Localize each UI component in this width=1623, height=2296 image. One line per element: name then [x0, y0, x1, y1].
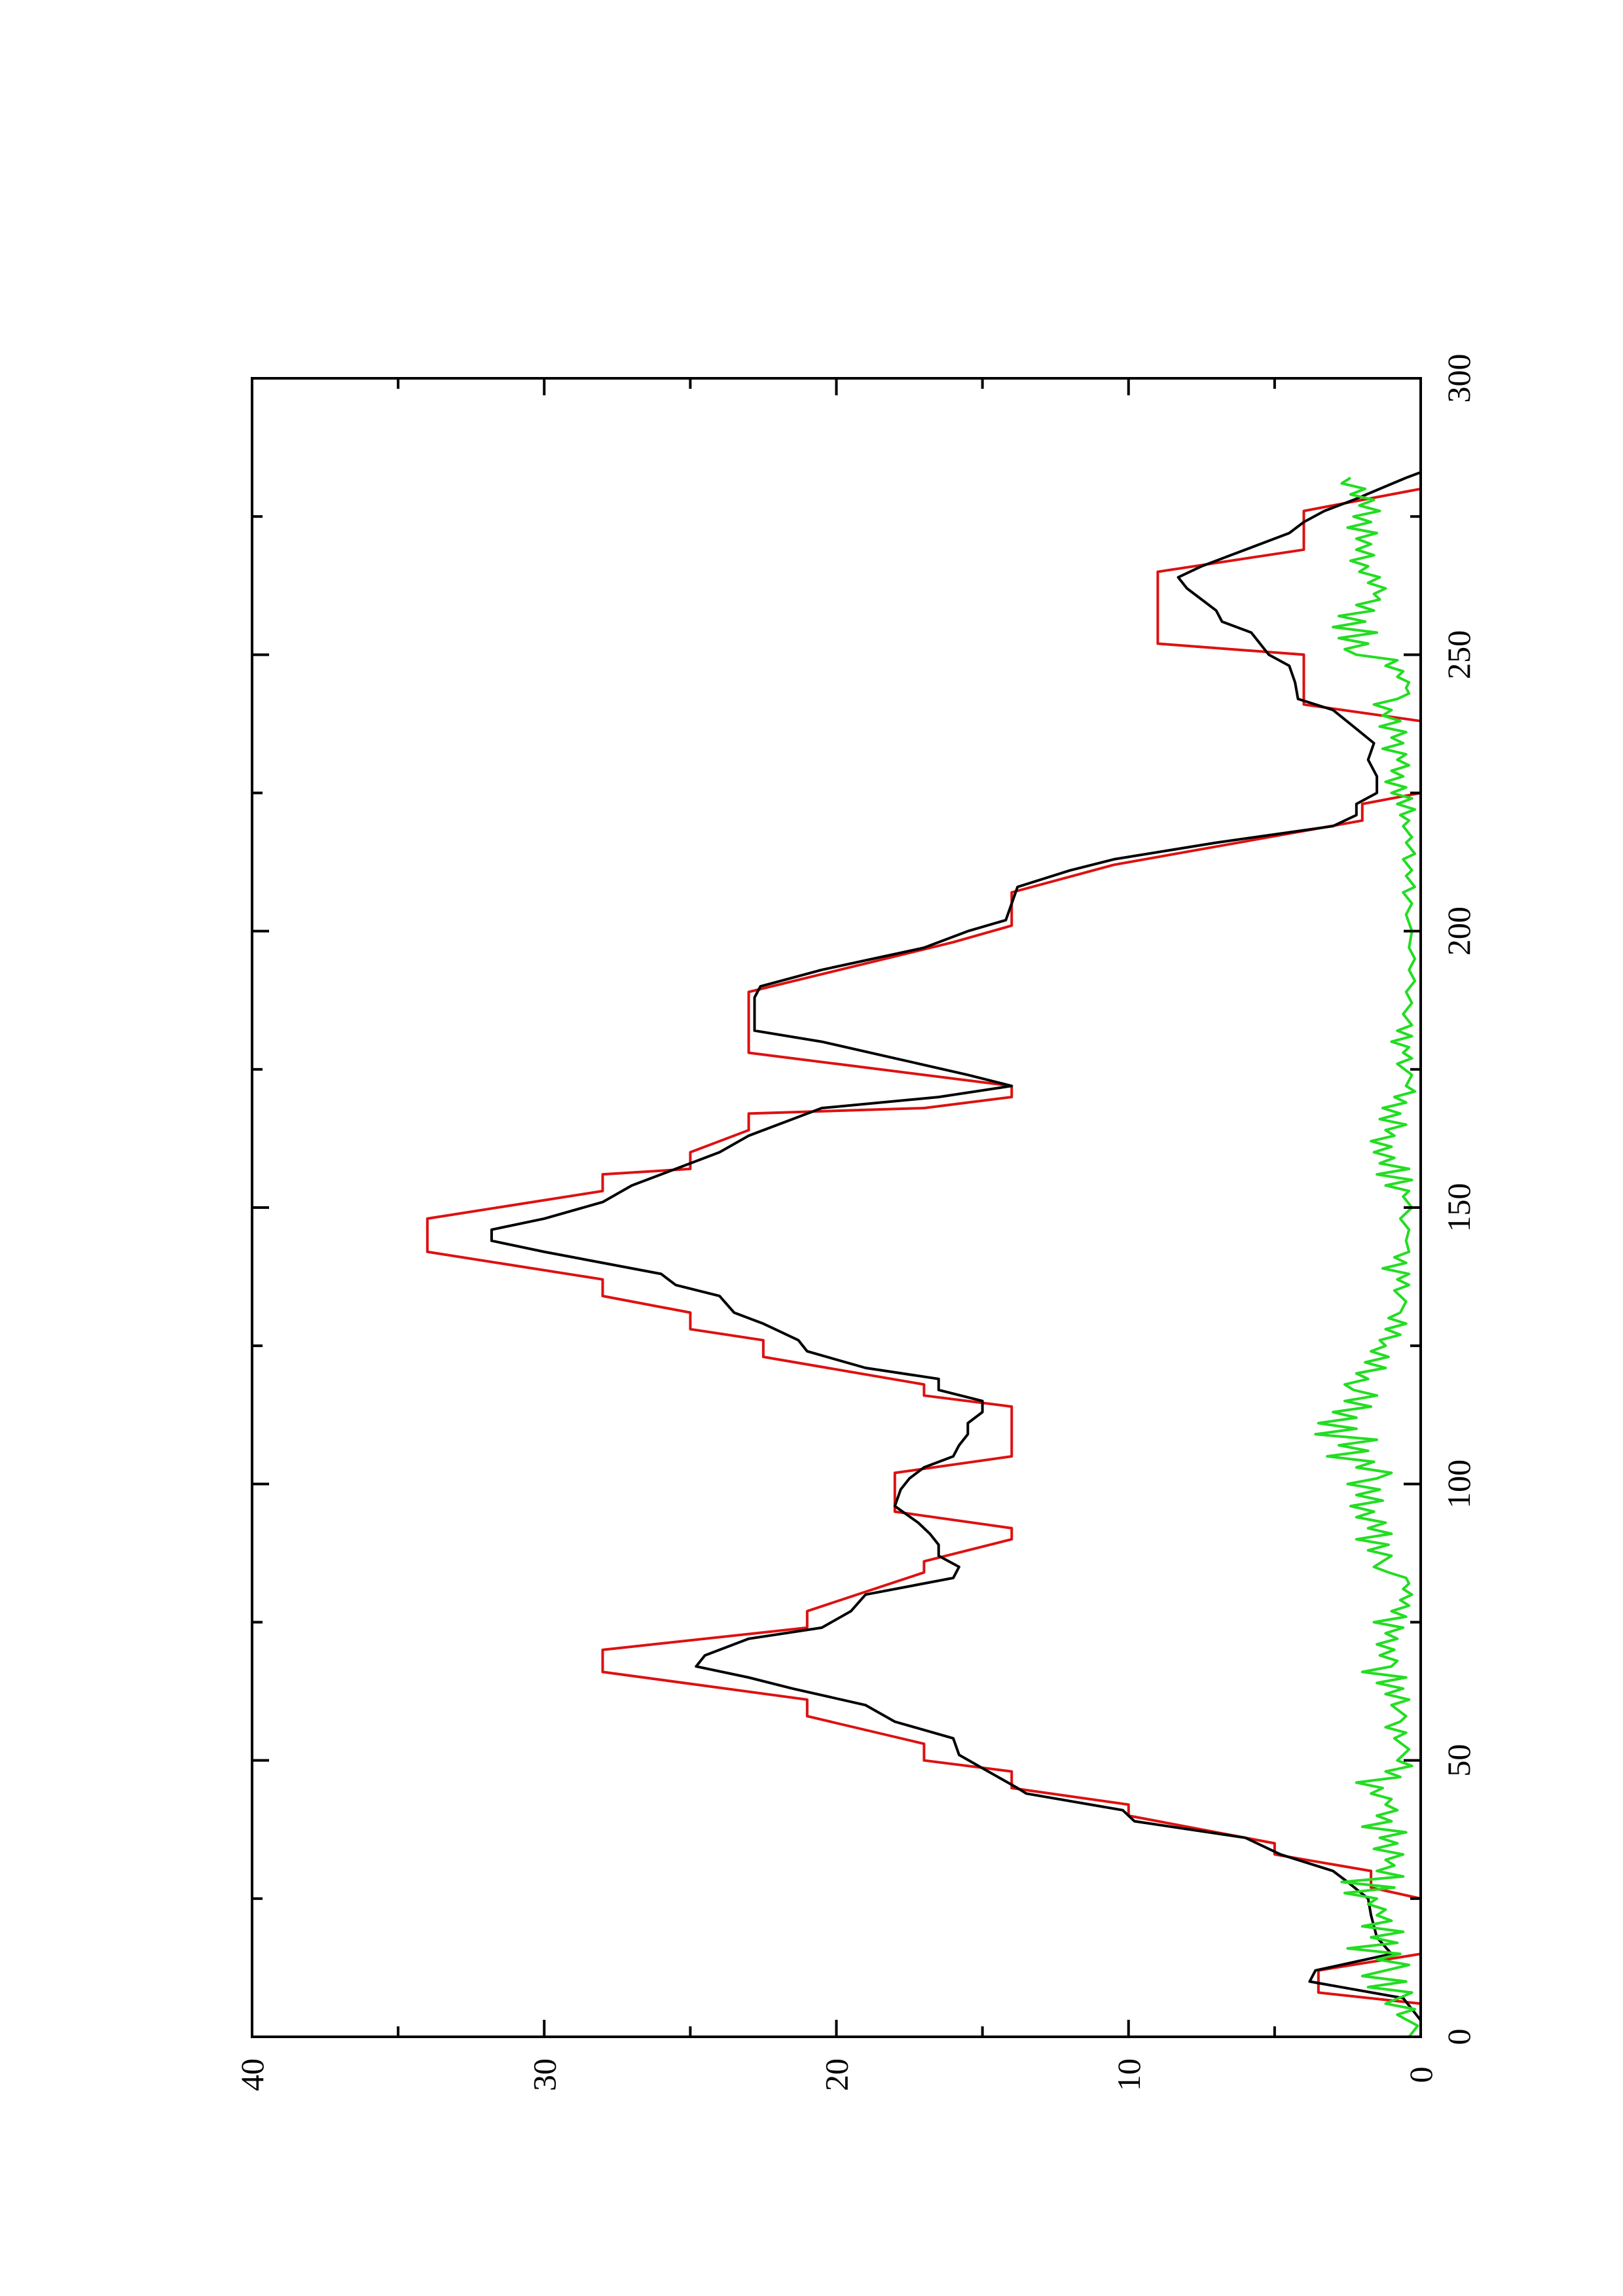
plot-frame: [251, 377, 1422, 2038]
x-tick-label: 150: [1440, 1183, 1477, 1232]
y-tick-label: 30: [526, 2058, 562, 2091]
y-tick-label: 0: [1402, 2067, 1439, 2083]
y-tick-label: 20: [818, 2058, 855, 2091]
tick-layer: 0 50 100 150 200 250 300 0 10 20 30 40: [234, 354, 1477, 2092]
series-line-2: [490, 471, 1422, 2037]
series-line-3: [1314, 476, 1419, 2038]
series-layer: [426, 471, 1422, 2038]
x-tick-label: 300: [1440, 354, 1477, 403]
x-tick-label: 250: [1440, 630, 1477, 679]
series-line-1: [426, 478, 1422, 2037]
x-tick-label: 0: [1440, 2029, 1477, 2045]
y-tick-label: 10: [1110, 2058, 1147, 2091]
y-tick-label: 40: [234, 2058, 270, 2091]
x-tick-label: 200: [1440, 906, 1477, 956]
x-tick-label: 100: [1440, 1460, 1477, 1509]
x-tick-label: 50: [1440, 1744, 1477, 1777]
